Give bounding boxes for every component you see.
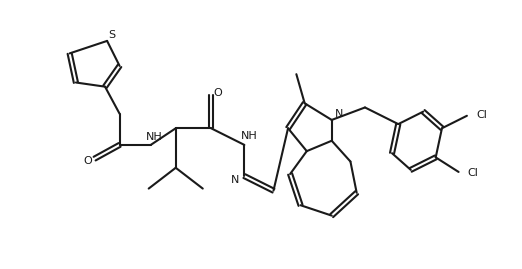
- Text: O: O: [213, 88, 222, 98]
- Text: NH: NH: [241, 131, 258, 141]
- Text: NH: NH: [146, 132, 162, 141]
- Text: N: N: [231, 175, 240, 185]
- Text: S: S: [109, 30, 116, 41]
- Text: Cl: Cl: [468, 168, 479, 178]
- Text: Cl: Cl: [476, 109, 487, 119]
- Text: N: N: [335, 109, 343, 119]
- Text: O: O: [84, 156, 92, 166]
